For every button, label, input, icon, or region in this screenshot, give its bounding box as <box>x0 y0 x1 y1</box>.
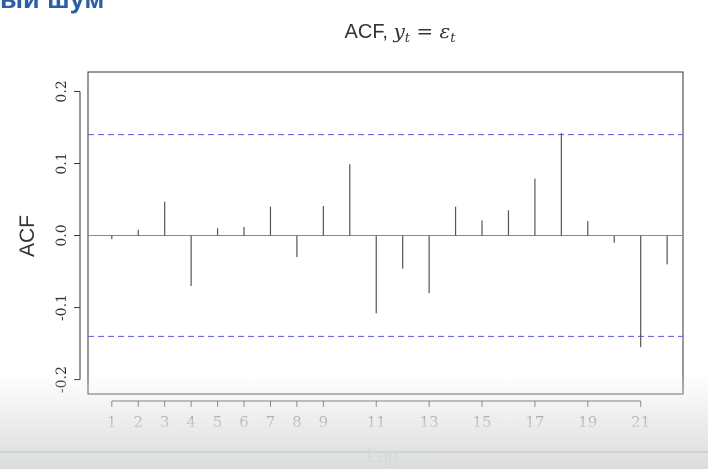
x-tick-label: 19 <box>578 413 597 431</box>
x-tick-label: 7 <box>266 413 276 431</box>
x-axis-label: Lag <box>367 446 399 467</box>
slide-heading-fragment: ый шум <box>0 0 104 13</box>
x-tick-label: 15 <box>472 413 491 431</box>
x-tick-label: 8 <box>292 413 302 431</box>
video-progress-fill <box>0 451 439 453</box>
x-tick-label: 11 <box>367 413 386 431</box>
x-tick-label: 17 <box>525 413 544 431</box>
x-tick-label: 9 <box>319 413 329 431</box>
plot-frame <box>87 71 684 395</box>
y-tick-label: 0.2 <box>54 80 70 102</box>
video-progress-bar[interactable] <box>0 451 708 453</box>
x-tick-label: 21 <box>631 413 650 431</box>
x-tick-label: 6 <box>239 413 249 431</box>
x-tick-label: 3 <box>160 413 170 431</box>
y-tick-label: -0.1 <box>54 294 70 321</box>
acf-bars <box>111 133 668 348</box>
x-tick-label: 13 <box>420 413 439 431</box>
y-axis: -0.2 -0.1 0.0 0.1 0.2 <box>54 80 81 393</box>
x-tick-label: 1 <box>107 413 117 431</box>
x-axis: 1 2 3 4 5 6 7 8 9 11 13 15 17 19 21 <box>107 400 650 431</box>
x-tick-label: 4 <box>186 413 196 431</box>
y-axis-label: ACF <box>16 215 39 257</box>
y-tick-label: 0.1 <box>54 152 70 174</box>
x-tick-label: 2 <box>133 413 143 431</box>
x-tick-label: 5 <box>213 413 223 431</box>
y-tick-label: 0.0 <box>54 224 70 246</box>
chart-title: ACF, yt = εt <box>345 19 457 46</box>
y-tick-label: -0.2 <box>54 366 70 393</box>
